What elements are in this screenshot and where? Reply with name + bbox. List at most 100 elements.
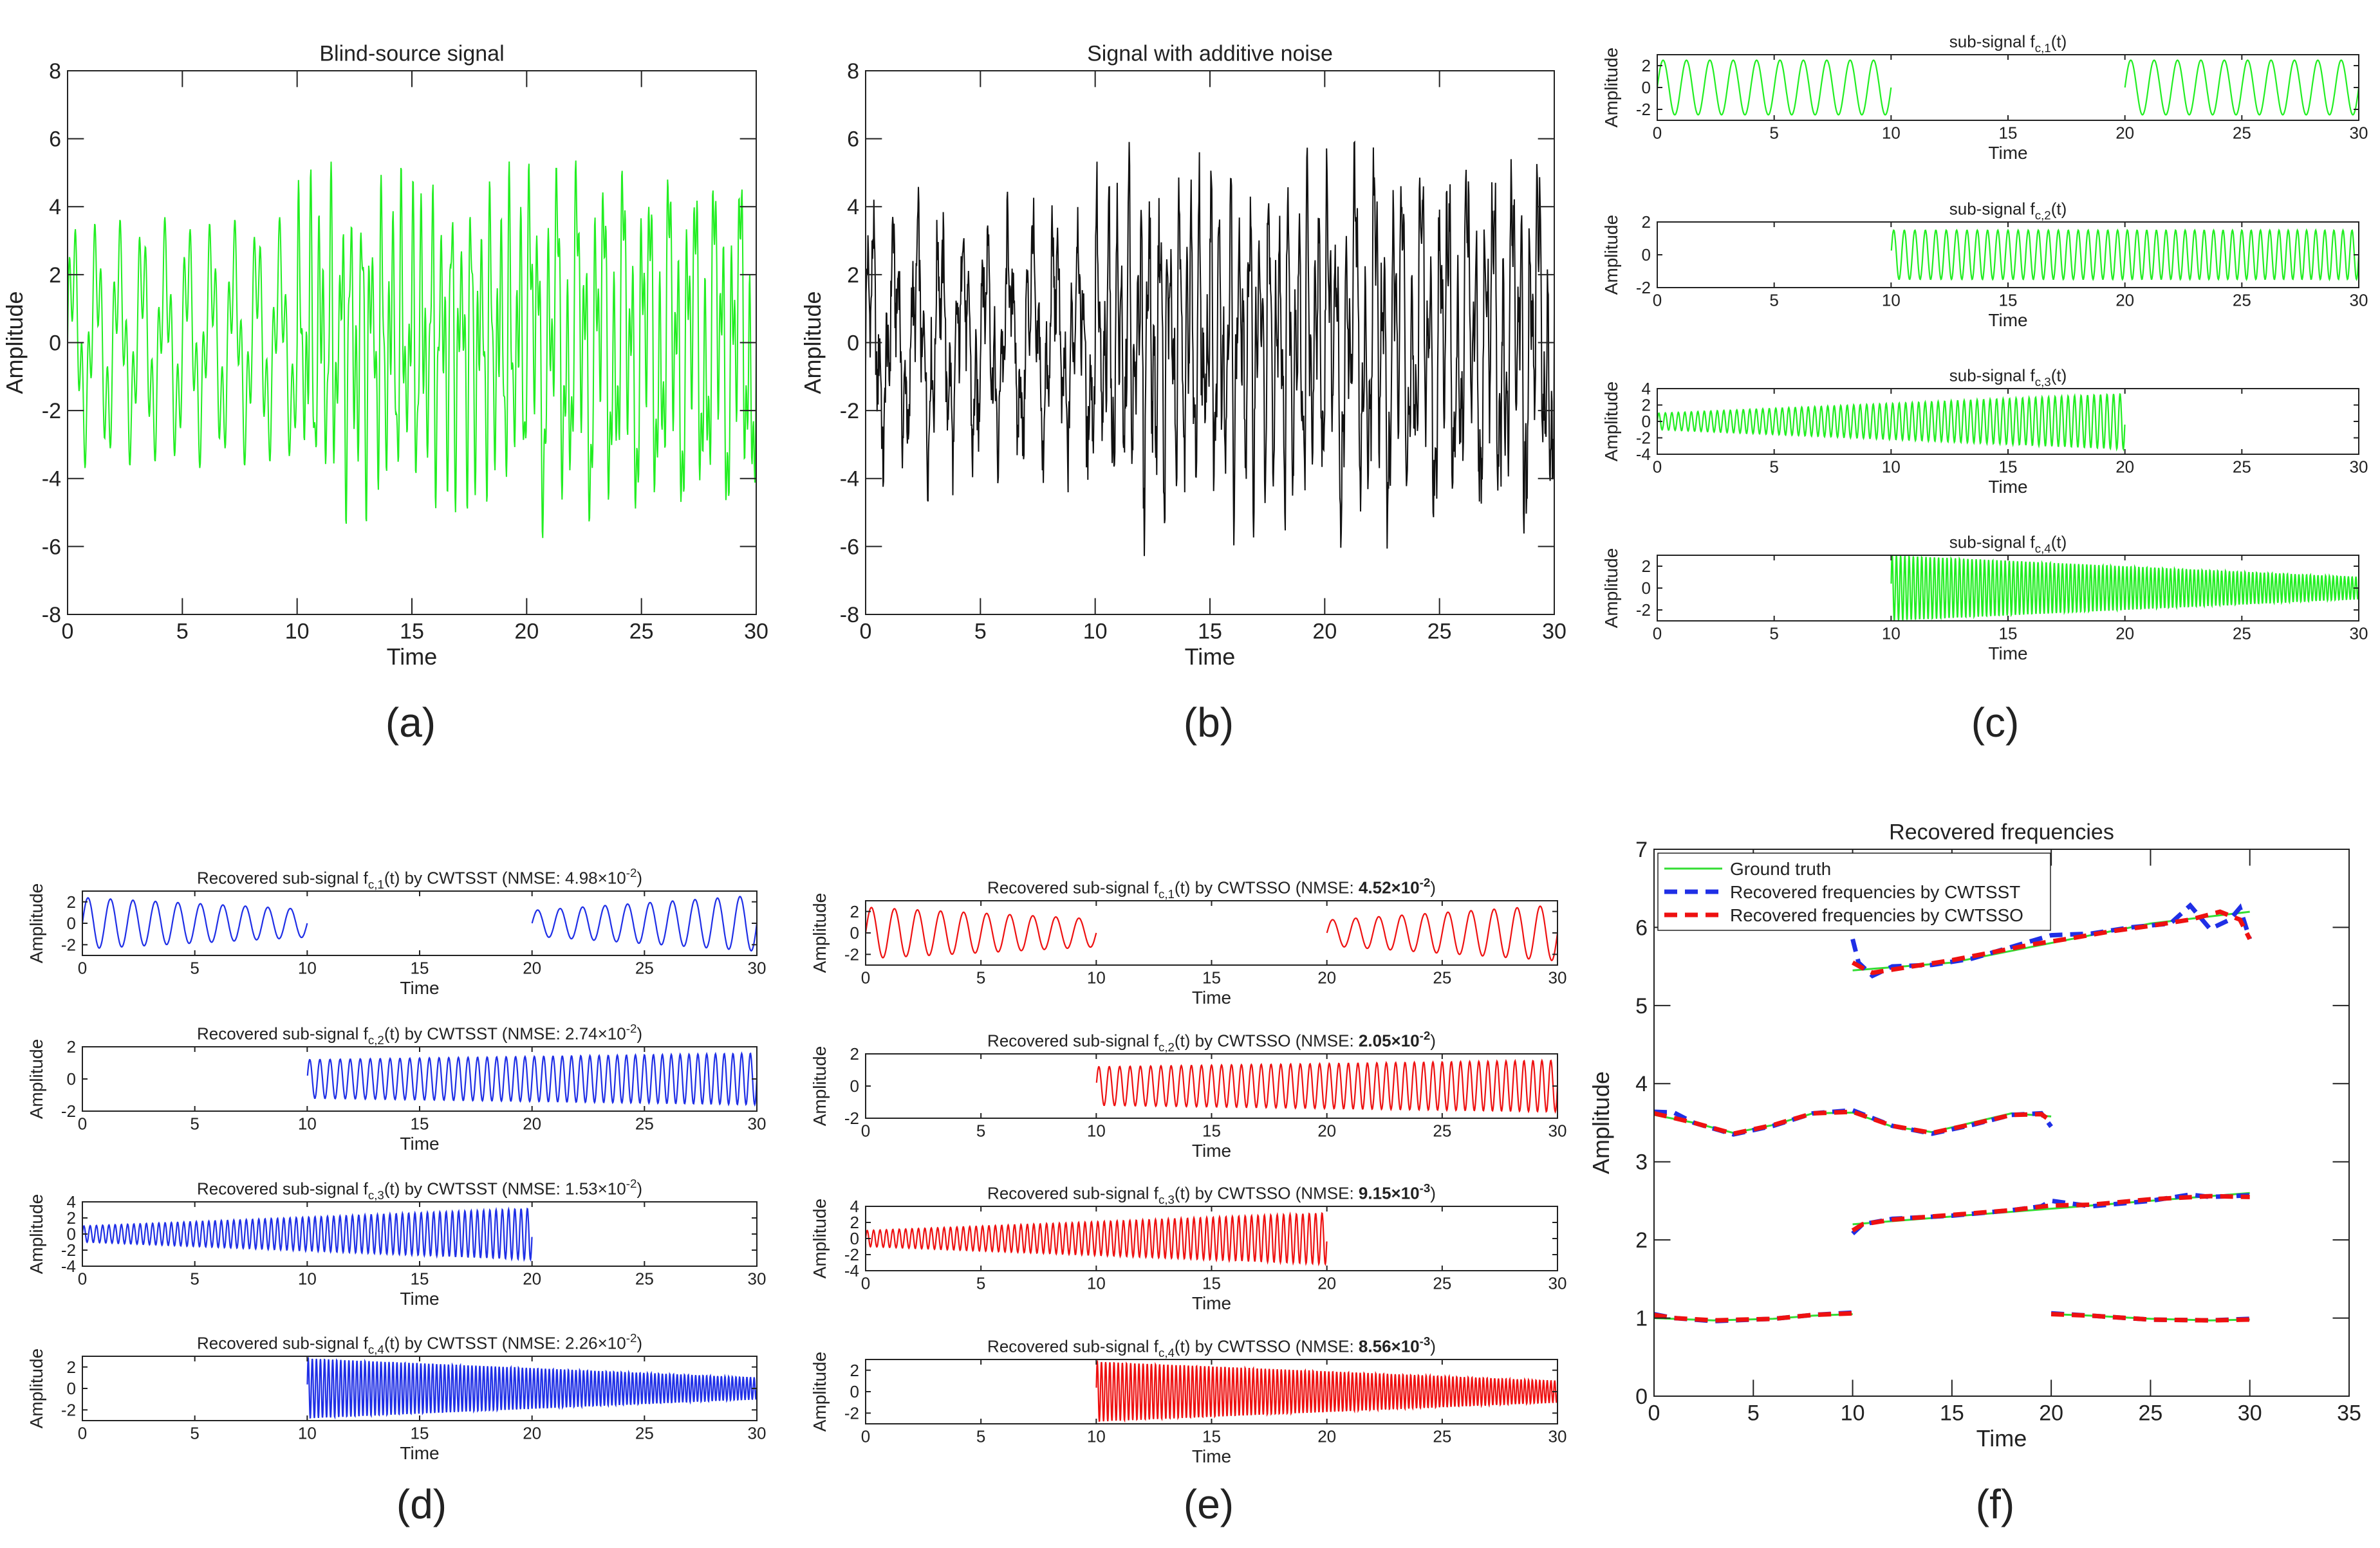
- series-blue-segment-3: [1654, 1108, 2053, 1137]
- x-tick-label: 30: [1548, 1121, 1567, 1141]
- y-tick-label: 6: [49, 127, 61, 152]
- plot-area: [1095, 1058, 1557, 1114]
- x-tick-label: 5: [176, 619, 189, 643]
- x-tick-label: 15: [1999, 291, 2018, 310]
- y-tick-label: 2: [67, 1037, 76, 1056]
- x-tick-label: 0: [78, 1114, 87, 1134]
- x-tick-label: 30: [2350, 457, 2368, 477]
- x-tick-label: 20: [1317, 1121, 1336, 1141]
- y-tick-label: 2: [850, 1361, 859, 1380]
- y-tick-label: 0: [67, 1379, 76, 1398]
- x-tick-label: 30: [748, 1269, 767, 1289]
- legend: Ground truth Recovered frequencies by CWT…: [1657, 852, 2051, 931]
- plot-area: [306, 1356, 757, 1420]
- plot-area: [866, 905, 1557, 962]
- y-tick-label: 6: [1635, 916, 1648, 940]
- chart-a: 0 5 10 15 20 25 30 -8 -6 -4 -2 0 2 4 6 8 Time Amplitude Bl…: [1, 42, 768, 670]
- y-tick-label: -6: [42, 535, 61, 559]
- x-tick-label: 20: [2115, 457, 2134, 477]
- legend-entry: Recovered frequencies by CWTSST: [1730, 882, 2020, 902]
- y-tick-label: -2: [844, 944, 859, 964]
- y-tick-label: 0: [67, 1224, 76, 1244]
- series-line-green: [1890, 228, 2359, 282]
- y-tick-label: 4: [850, 1197, 859, 1216]
- x-axis-label: Time: [387, 643, 438, 670]
- y-tick-label: 0: [49, 331, 61, 355]
- x-tick-label: 0: [78, 1269, 87, 1289]
- x-tick-label: 10: [298, 959, 317, 978]
- x-tick-label: 15: [1940, 1401, 1964, 1425]
- x-tick-label: 20: [2039, 1401, 2063, 1425]
- y-tick-label: -2: [42, 399, 61, 423]
- y-tick-label: 0: [67, 914, 76, 933]
- x-tick-label: 20: [1317, 1274, 1336, 1293]
- x-tick-label: 35: [2337, 1401, 2361, 1425]
- plot-area: [1657, 392, 2126, 452]
- x-tick-label: 20: [2115, 624, 2134, 643]
- x-tick-label: 5: [976, 968, 985, 988]
- x-axis-label: Time: [1988, 310, 2027, 330]
- series-line-green: [68, 160, 756, 539]
- x-tick-label: 25: [635, 1424, 654, 1443]
- y-tick-label: -4: [840, 467, 859, 492]
- x-tick-label: 30: [748, 1424, 767, 1443]
- x-axis-label: Time: [1988, 143, 2027, 163]
- y-axis-label: Amplitude: [1, 291, 28, 394]
- x-tick-label: 10: [1083, 619, 1108, 643]
- x-tick-label: 15: [1202, 1427, 1221, 1446]
- y-tick-label: -4: [1636, 445, 1651, 464]
- panel-label: (b): [1184, 699, 1234, 746]
- x-tick-label: 10: [1882, 291, 1901, 310]
- y-axis-label: Amplitude: [1601, 215, 1621, 295]
- axes-box: [1653, 849, 2350, 1397]
- plot-area: [1890, 555, 2359, 621]
- x-tick-label: 0: [78, 1424, 87, 1443]
- series-line-red: [866, 1211, 1328, 1267]
- x-tick-label: 25: [1433, 1274, 1451, 1293]
- x-axis-label: Time: [400, 978, 439, 998]
- y-axis-label: Amplitude: [26, 1349, 46, 1429]
- x-tick-label: 25: [1433, 968, 1451, 988]
- x-tick-label: 30: [2238, 1401, 2262, 1425]
- chart-e1: 0 5 10 15 20 25 30 -20 2 Time Amplitude Recovered s…: [810, 876, 1567, 1008]
- y-tick-label: -6: [840, 535, 859, 559]
- y-axis-label: Amplitude: [26, 883, 46, 964]
- x-tick-label: 0: [62, 619, 74, 643]
- x-tick-label: 10: [1087, 1427, 1106, 1446]
- y-tick-label: 2: [67, 1358, 76, 1377]
- series-red-segment-0: [1654, 1311, 1853, 1323]
- chart-f: 0 5 10 15 20 25 30 35 0 1 2 3 4 5 6 7 Time Amplitude Recov…: [1588, 820, 2361, 1452]
- series-blue-segment-4: [1850, 902, 2253, 979]
- y-tick-label: 8: [847, 59, 859, 84]
- y-tick-label: 2: [1635, 1228, 1648, 1253]
- series-line-red: [866, 905, 1557, 962]
- y-tick-label: 2: [1642, 56, 1651, 75]
- chart-title: Recovered frequencies: [1889, 820, 2114, 845]
- x-tick-label: 5: [1747, 1401, 1760, 1425]
- x-tick-label: 5: [976, 1274, 985, 1293]
- x-tick-label: 20: [1317, 968, 1336, 988]
- series-line-blue: [82, 1206, 533, 1262]
- x-tick-label: 25: [635, 1114, 654, 1134]
- x-tick-label: 25: [2233, 124, 2251, 143]
- x-tick-label: 5: [976, 1427, 985, 1446]
- x-tick-label: 15: [411, 1269, 429, 1289]
- y-tick-label: -4: [42, 467, 61, 492]
- x-tick-label: 25: [2233, 624, 2251, 643]
- x-axis-label: Time: [1192, 1141, 1231, 1161]
- x-tick-label: 10: [1087, 1121, 1106, 1141]
- y-tick-label: -8: [840, 603, 859, 627]
- x-tick-label: 5: [1769, 457, 1778, 477]
- y-tick-label: 0: [1635, 1385, 1648, 1409]
- y-axis-label: Amplitude: [810, 1352, 830, 1432]
- x-tick-label: 20: [523, 1114, 541, 1134]
- x-tick-label: 25: [1427, 619, 1452, 643]
- x-tick-label: 10: [1882, 124, 1901, 143]
- x-tick-label: 30: [1548, 1427, 1567, 1446]
- y-tick-label: 2: [850, 902, 859, 921]
- x-axis-label: Time: [1192, 988, 1231, 1008]
- chart-title: sub-signal fc,4(t): [1949, 532, 2067, 555]
